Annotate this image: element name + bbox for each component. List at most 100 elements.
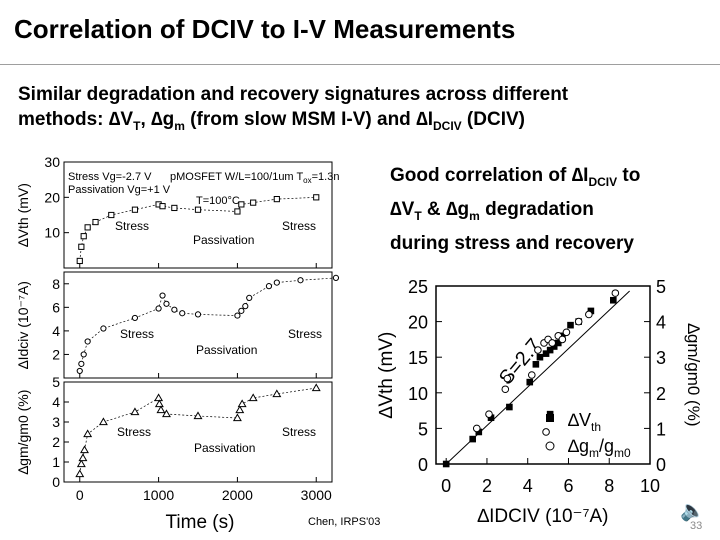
legend-vth-label: ∆Vth [568, 410, 601, 434]
callout-text-c: & [421, 198, 446, 220]
bullet-line-1: Similar degradation and recovery signatu… [18, 84, 569, 105]
x-tick-label: 3000 [301, 487, 332, 503]
bullet-text-end: (DCIV) [461, 109, 525, 130]
page-number: 33 [690, 520, 703, 532]
legend-vth-text: ∆V [568, 410, 591, 430]
data-point [194, 311, 202, 318]
y-axis-label: ∆Idciv (10⁻⁷A) [15, 281, 31, 369]
speaker-icon[interactable]: 🔈 [680, 500, 705, 522]
data-point [100, 325, 107, 332]
vth-data-point [532, 361, 540, 368]
gm-data-point [503, 374, 512, 383]
data-point [232, 413, 242, 422]
callout-subscript-dciv: DCIV [588, 174, 618, 189]
data-point [78, 243, 85, 250]
data-point [234, 312, 241, 319]
phase-label: Stress [117, 425, 151, 439]
vth-data-point [587, 307, 595, 315]
y-tick-label: 1 [52, 454, 60, 470]
y-tick-label: 5 [52, 374, 60, 390]
x-tick-label: 2 [482, 476, 492, 496]
device-text-end: =1.3nm [312, 171, 340, 183]
y-tick-label: 20 [408, 313, 428, 333]
data-point [154, 399, 164, 408]
gm-data-point [611, 289, 620, 297]
data-point [193, 411, 203, 420]
data-point [76, 367, 83, 375]
separator-text: , [140, 109, 151, 130]
panel-frame [63, 271, 333, 379]
vth-data-point [554, 339, 562, 347]
vth-data-point [542, 350, 550, 357]
data-point [162, 409, 171, 418]
callout-line-2: ∆VT & ∆gm degradation [390, 196, 690, 230]
x-tick-label: 1000 [143, 487, 174, 503]
y-axis-label: ∆Vth (mV) [378, 332, 397, 419]
data-point [179, 310, 186, 317]
data-point [159, 292, 166, 299]
y-tick-label: 3 [52, 414, 60, 430]
y2-tick-label: 2 [656, 384, 666, 404]
callout-line-1: Good correlation of ∆IDCIV to [390, 162, 690, 196]
data-point [246, 294, 253, 302]
data-point [78, 453, 88, 462]
y-tick-label: 5 [418, 419, 428, 439]
panel-frame [63, 381, 333, 483]
callout-text-b: to [617, 165, 641, 186]
data-point [242, 303, 249, 310]
bullet-text: Similar degradation and recovery signatu… [18, 82, 658, 139]
data-point [84, 224, 91, 231]
title-divider [0, 64, 720, 65]
legend-gm-marker [545, 441, 555, 451]
symbol-delta-gm: ∆g [151, 109, 175, 130]
y-tick-label: 8 [52, 276, 60, 292]
y-tick-label: 10 [44, 225, 60, 241]
citation: Chen, IRPS'03 [308, 516, 381, 528]
legend-gm-text-mid: /g [599, 436, 614, 456]
data-point [311, 383, 321, 392]
bullet-text-mid: (from slow MSM I-V) and [184, 109, 417, 130]
callout-subscript-m: m [469, 208, 480, 223]
symbol-delta-i: ∆I [416, 109, 433, 130]
phase-label: Passivation [193, 233, 254, 247]
data-point [130, 407, 140, 416]
vth-data-point [546, 346, 554, 354]
callout-text-a: Good correlation of [390, 165, 572, 186]
vth-data-point [469, 435, 476, 443]
x-tick-label: 2000 [222, 487, 253, 503]
phase-label: Passivation [194, 441, 255, 455]
data-point [194, 206, 202, 213]
data-point [108, 211, 115, 219]
data-point [80, 233, 87, 240]
data-point [98, 417, 108, 426]
y-tick-label: 15 [408, 348, 428, 368]
y-tick-label: 0 [418, 455, 428, 475]
data-point [234, 208, 241, 215]
x-tick-label: 4 [523, 476, 533, 496]
data-point [238, 307, 245, 314]
y-tick-label: 30 [44, 154, 60, 170]
device-subscript: ox [303, 176, 311, 185]
x-tick-label: 10 [640, 476, 660, 496]
data-point [154, 393, 164, 402]
data-point [84, 338, 91, 345]
vth-data-point [442, 460, 450, 468]
y-tick-label: 10 [408, 384, 428, 404]
data-point [131, 206, 139, 213]
gm-data-point [542, 428, 550, 436]
y-tick-label: 6 [52, 299, 60, 315]
y2-tick-label: 4 [656, 313, 666, 333]
data-point [80, 445, 89, 454]
gm-data-point [548, 339, 556, 347]
legend-gm-subscript: m [589, 446, 599, 460]
x-tick-label: 0 [76, 487, 84, 503]
annotation-stress-condition: Stress Vg=-2.7 V [68, 171, 152, 183]
data-point [155, 305, 162, 312]
vth-data-point [550, 343, 558, 350]
y-tick-label: 4 [52, 394, 60, 410]
data-point [273, 279, 280, 286]
subscript-m: m [174, 118, 185, 133]
legend-gm-label: ∆gm/gm0 [568, 436, 631, 460]
x-tick-label: 6 [563, 476, 573, 496]
data-point [297, 277, 304, 284]
